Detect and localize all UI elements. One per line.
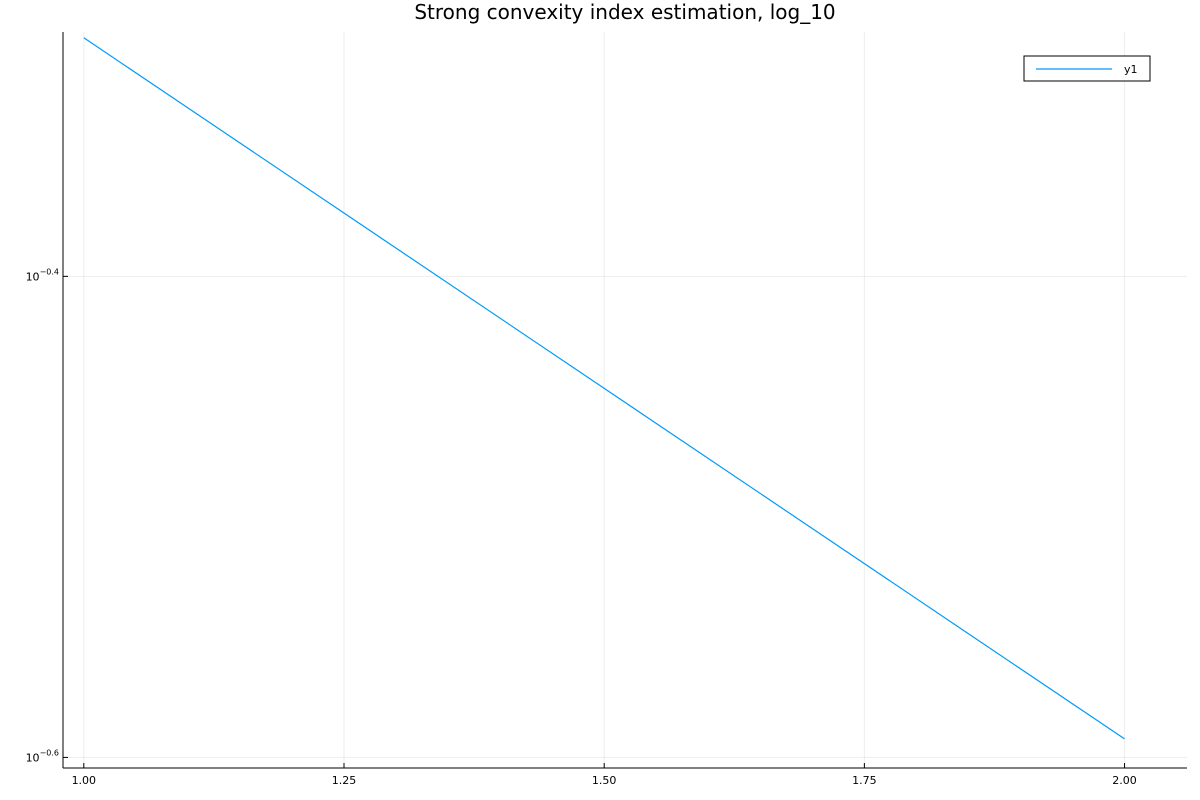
series-layer — [83, 37, 1125, 740]
x-tick-label: 1.00 — [72, 774, 97, 787]
x-axis-ticks: 1.00 1.25 1.50 1.75 2.00 — [72, 763, 1137, 787]
series-line-y1 — [83, 37, 1125, 740]
legend-label: y1 — [1124, 63, 1138, 76]
x-tick-label: 1.25 — [332, 774, 357, 787]
grid-lines — [63, 32, 1187, 768]
y-tick-label: 10−0.4 — [26, 267, 59, 283]
axes — [62, 32, 1187, 769]
y-tick-label: 10−0.6 — [26, 748, 59, 764]
legend: y1 — [1023, 55, 1151, 82]
x-tick-label: 2.00 — [1112, 774, 1137, 787]
x-tick-label: 1.50 — [592, 774, 617, 787]
chart-title: Strong convexity index estimation, log_1… — [414, 0, 835, 24]
y-axis-ticks: 10−0.4 10−0.6 — [26, 267, 68, 764]
x-tick-label: 1.75 — [852, 774, 877, 787]
